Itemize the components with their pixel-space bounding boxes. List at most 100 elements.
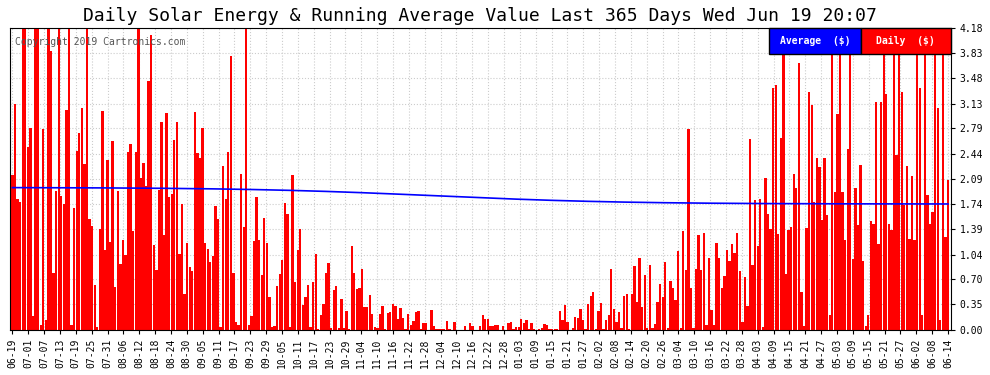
Bar [590, 296, 592, 330]
Bar [602, 329, 605, 330]
Bar [148, 81, 149, 330]
Bar [138, 28, 140, 330]
Bar [756, 246, 759, 330]
Bar [468, 323, 471, 330]
Bar [83, 164, 85, 330]
Title: Daily Solar Energy & Running Average Value Last 365 Days Wed Jun 19 20:07: Daily Solar Energy & Running Average Val… [83, 7, 877, 25]
Bar [109, 242, 111, 330]
Bar [379, 314, 381, 330]
Bar [716, 243, 718, 330]
Bar [739, 271, 741, 330]
Bar [431, 310, 433, 330]
Bar [679, 328, 682, 330]
Bar [50, 51, 52, 330]
Bar [330, 328, 333, 330]
Bar [862, 261, 864, 330]
Bar [610, 269, 613, 330]
Bar [826, 215, 829, 330]
Bar [582, 320, 584, 330]
Bar [487, 319, 489, 330]
Bar [646, 328, 648, 330]
Bar [711, 310, 713, 330]
Bar [444, 329, 446, 330]
Bar [700, 270, 702, 330]
Bar [821, 220, 823, 330]
Bar [55, 190, 57, 330]
Bar [574, 317, 576, 330]
Bar [186, 243, 188, 330]
Bar [898, 28, 900, 330]
Bar [104, 250, 106, 330]
Bar [890, 230, 893, 330]
Bar [399, 308, 402, 330]
Bar [294, 282, 296, 330]
Bar [724, 276, 726, 330]
Bar [37, 29, 40, 330]
Bar [284, 204, 286, 330]
Bar [152, 245, 154, 330]
Bar [895, 155, 898, 330]
Bar [767, 214, 769, 330]
Bar [736, 233, 739, 330]
Bar [286, 214, 288, 330]
Bar [531, 323, 533, 330]
Bar [577, 318, 579, 330]
Bar [507, 323, 510, 330]
Bar [481, 315, 484, 330]
Bar [347, 329, 350, 330]
Bar [685, 270, 687, 330]
Bar [634, 266, 636, 330]
Bar [579, 309, 581, 330]
Bar [43, 129, 45, 330]
Bar [143, 164, 145, 330]
Bar [946, 180, 949, 330]
Bar [880, 102, 882, 330]
Bar [816, 158, 818, 330]
Bar [397, 320, 399, 330]
Bar [423, 323, 425, 330]
Bar [769, 230, 772, 330]
Bar [40, 326, 42, 330]
Bar [271, 327, 273, 330]
Bar [798, 63, 800, 330]
Bar [335, 286, 338, 330]
Bar [52, 273, 54, 330]
Bar [32, 316, 34, 330]
Bar [731, 244, 734, 330]
Bar [343, 328, 346, 330]
Bar [392, 304, 394, 330]
Bar [230, 56, 232, 330]
Bar [346, 311, 347, 330]
Bar [252, 242, 255, 330]
Bar [927, 195, 929, 330]
Bar [571, 328, 574, 330]
Bar [885, 94, 887, 330]
Bar [721, 288, 723, 330]
Bar [209, 262, 212, 330]
Bar [75, 151, 78, 330]
Bar [908, 239, 911, 330]
FancyBboxPatch shape [769, 28, 861, 54]
Bar [402, 318, 404, 330]
Bar [260, 275, 263, 330]
Bar [114, 287, 117, 330]
Text: Average  ($): Average ($) [780, 36, 850, 46]
Bar [207, 249, 209, 330]
Bar [255, 198, 257, 330]
Bar [636, 302, 639, 330]
Bar [869, 221, 872, 330]
Bar [183, 294, 186, 330]
Bar [842, 192, 843, 330]
Bar [201, 128, 204, 330]
Bar [484, 319, 486, 330]
Bar [761, 327, 764, 330]
Bar [551, 329, 553, 330]
Bar [545, 326, 548, 330]
Bar [24, 28, 27, 330]
Bar [901, 92, 903, 330]
Text: Daily  ($): Daily ($) [876, 36, 936, 46]
Bar [281, 261, 283, 330]
Bar [605, 320, 607, 330]
Bar [353, 273, 355, 330]
Bar [173, 140, 175, 330]
